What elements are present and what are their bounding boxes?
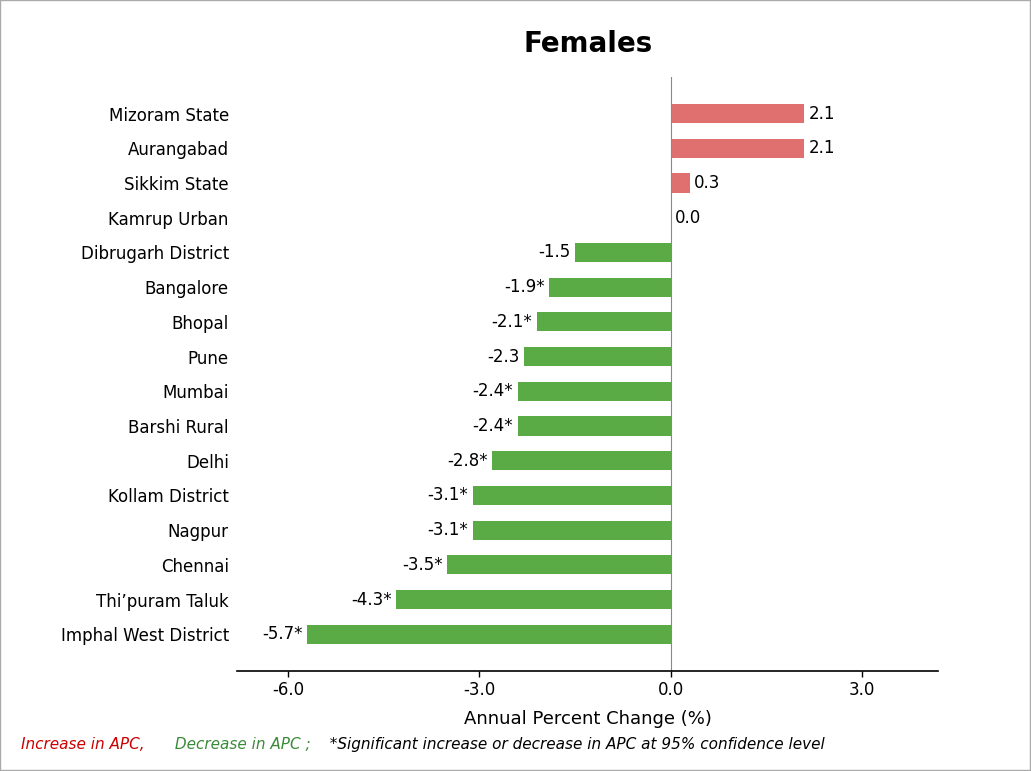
Bar [670, 173, 690, 193]
Bar [492, 451, 670, 470]
Text: 0.3: 0.3 [694, 174, 721, 192]
Bar [670, 139, 804, 158]
X-axis label: Annual Percent Change (%): Annual Percent Change (%) [464, 710, 711, 729]
Bar [670, 104, 804, 123]
Bar [524, 347, 670, 366]
Bar [307, 625, 670, 644]
Text: -3.1*: -3.1* [428, 521, 468, 539]
Text: -1.5: -1.5 [538, 244, 570, 261]
Bar [575, 243, 670, 262]
Bar [518, 382, 670, 401]
Text: 0.0: 0.0 [675, 209, 701, 227]
Text: 2.1: 2.1 [809, 105, 835, 123]
Text: Decrease in APC ;: Decrease in APC ; [170, 737, 310, 752]
Bar [397, 590, 670, 609]
Bar [473, 486, 670, 505]
Bar [447, 555, 670, 574]
Text: -2.1*: -2.1* [492, 313, 532, 331]
Text: -2.4*: -2.4* [472, 382, 513, 400]
Text: -5.7*: -5.7* [262, 625, 303, 643]
Text: -2.8*: -2.8* [447, 452, 488, 470]
Text: Increase in APC,: Increase in APC, [21, 737, 144, 752]
Text: -4.3*: -4.3* [352, 591, 392, 608]
Text: *Significant increase or decrease in APC at 95% confidence level: *Significant increase or decrease in APC… [320, 737, 825, 752]
Text: 2.1: 2.1 [809, 140, 835, 157]
Text: -3.5*: -3.5* [402, 556, 443, 574]
Bar [518, 416, 670, 436]
Bar [550, 278, 670, 297]
Text: -1.9*: -1.9* [504, 278, 545, 296]
Text: -2.4*: -2.4* [472, 417, 513, 435]
Title: Females: Females [523, 30, 653, 58]
Bar [537, 312, 670, 332]
Bar [473, 520, 670, 540]
Text: -3.1*: -3.1* [428, 487, 468, 504]
Text: -2.3: -2.3 [487, 348, 520, 365]
